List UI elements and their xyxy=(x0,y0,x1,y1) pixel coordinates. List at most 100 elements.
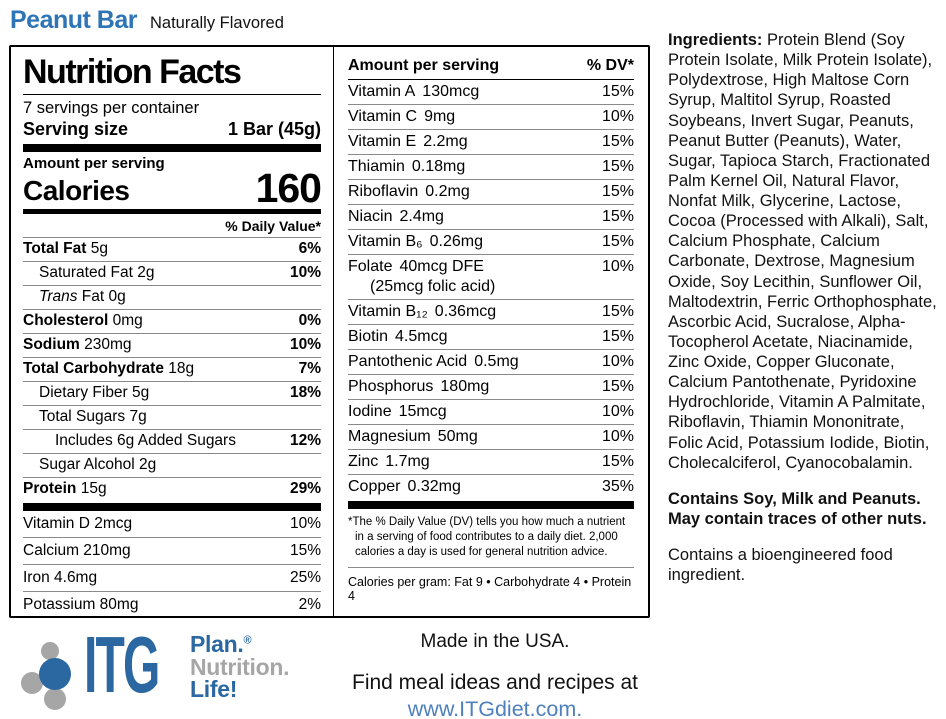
vitamins-column: Amount per serving % DV* Vitamin A 130mcg… xyxy=(334,47,648,616)
tagline-nutrition: Nutrition. xyxy=(190,653,290,680)
vitamin-dv: 15% xyxy=(601,183,634,200)
vitamin-dv: 10% xyxy=(601,403,634,420)
vitamin-dv: 15% xyxy=(601,328,634,345)
vitamin-name: Copper 0.32mg xyxy=(348,478,461,495)
nutrient-row: Total Fat 5g 6% xyxy=(23,236,321,261)
nutrient-name: Sugar Alcohol 2g xyxy=(39,456,157,474)
nutrient-row: Trans Fat 0g xyxy=(23,284,321,309)
vitamin-name: Thiamin 0.18mg xyxy=(348,158,466,175)
nutrient-name: Protein 15g xyxy=(23,480,107,498)
bioengineered-statement: Contains a bioengineered food ingredient… xyxy=(668,546,893,585)
vitamin-name: Vitamin C 9mg xyxy=(348,108,456,125)
serving-size-value: 1 Bar (45g) xyxy=(227,118,321,139)
vitamin-dv: 10% xyxy=(601,258,634,275)
micronutrient-name: Calcium 210mg xyxy=(23,541,131,559)
vitamin-dv: 10% xyxy=(601,428,634,445)
itg-tagline: Plan.® Nutrition. Life! xyxy=(190,631,290,701)
nutrient-row: Includes 6g Added Sugars 12% xyxy=(23,428,321,453)
product-header: Peanut Bar Naturally Flavored xyxy=(10,6,284,35)
vitamin-name: Vitamin B₆ 0.26mg xyxy=(348,233,484,250)
micronutrient-dv: 10% xyxy=(289,514,321,532)
nutrient-dv: 6% xyxy=(298,240,321,258)
nutrient-row: Protein 15g 29% xyxy=(23,476,321,501)
nutrition-facts-main-column: Nutrition Facts 7 servings per container… xyxy=(11,47,333,616)
nutrient-dv: 12% xyxy=(289,432,321,450)
vitamin-dv: 15% xyxy=(601,378,634,395)
nutrition-facts-panel: Nutrition Facts 7 servings per container… xyxy=(9,45,650,618)
vitamin-dv: 15% xyxy=(601,158,634,175)
micronutrient-row: Calcium 210mg 15% xyxy=(23,536,321,564)
vitamin-name: Pantothenic Acid 0.5mg xyxy=(348,353,519,370)
nutrient-row: Saturated Fat 2g 10% xyxy=(23,260,321,285)
vitamin-row: Vitamin A 130mcg 15% xyxy=(348,80,634,105)
vitamin-dv: 15% xyxy=(601,233,634,250)
calories-label: Calories xyxy=(23,174,130,206)
tagline-plan: Plan.® xyxy=(190,631,252,657)
vitamin-dv: 15% xyxy=(601,453,634,470)
servings-per-container: 7 servings per container xyxy=(23,98,200,117)
vitamin-name: Iodine 15mcg xyxy=(348,403,447,420)
nutrient-row: Cholesterol 0mg 0% xyxy=(23,308,321,333)
nutrient-dv: 29% xyxy=(289,480,321,498)
website-link[interactable]: www.ITGdiet.com. xyxy=(407,697,583,719)
vitamin-dv: 35% xyxy=(601,478,634,495)
nutrient-name: Sodium 230mg xyxy=(23,336,132,354)
amount-per-serving-label: Amount per serving xyxy=(23,154,165,172)
ingredients-column: Ingredients: Protein Blend (Soy Protein … xyxy=(668,30,942,585)
vitamin-dv: 10% xyxy=(601,353,634,370)
daily-value-footnote: *The % Daily Value (DV) tells you how mu… xyxy=(348,516,626,558)
vitamin-row: Vitamin C 9mg 10% xyxy=(348,105,634,130)
find-meals-text: Find meal ideas and recipes at xyxy=(352,671,638,694)
vitamin-row: Copper 0.32mg 35% xyxy=(348,475,634,499)
micronutrient-name: Vitamin D 2mcg xyxy=(23,514,133,532)
vitamin-name: Biotin 4.5mcg xyxy=(348,328,448,345)
micronutrient-dv: 15% xyxy=(289,541,321,559)
nutrient-dv: 10% xyxy=(289,264,321,282)
nutrient-row: Total Carbohydrate 18g 7% xyxy=(23,356,321,381)
vitamin-dv: 15% xyxy=(601,303,634,320)
divider-bar xyxy=(23,502,321,511)
vitamin-name: Riboflavin 0.2mg xyxy=(348,183,470,200)
micronutrient-name: Iron 4.6mg xyxy=(23,568,98,586)
vitamin-name: Vitamin A 130mcg xyxy=(348,83,480,100)
ingredients-label: Ingredients: xyxy=(668,31,763,49)
vitamin-row: Phosphorus 180mg 15% xyxy=(348,375,634,400)
allergen-statement: Contains Soy, Milk and Peanuts. May cont… xyxy=(668,489,927,528)
vitamin-row: Vitamin B₆ 0.26mg 15% xyxy=(348,230,634,255)
vitamin-name: Vitamin B₁₂ 0.36mcg xyxy=(348,303,497,320)
vitamin-dv: 10% xyxy=(601,108,634,125)
registered-mark: ® xyxy=(243,634,252,647)
vitamin-dv: 15% xyxy=(601,208,634,225)
made-in-usa: Made in the USA. xyxy=(420,631,570,652)
nutrient-name: Total Carbohydrate 18g xyxy=(23,360,195,378)
nutrient-dv: 18% xyxy=(289,384,321,402)
vitamin-name: Zinc 1.7mg xyxy=(348,453,430,470)
nutrient-row: Total Sugars 7g xyxy=(23,404,321,429)
calories-value: 160 xyxy=(255,164,322,211)
nutrient-row: Sugar Alcohol 2g xyxy=(23,452,321,477)
nutrient-dv: 0% xyxy=(298,312,321,330)
nutrient-name: Cholesterol 0mg xyxy=(23,312,143,330)
vitamin-row: Thiamin 0.18mg 15% xyxy=(348,155,634,180)
divider-bar xyxy=(348,501,634,509)
nutrient-name: Total Sugars 7g xyxy=(39,408,147,426)
vitamin-name: Folate 40mcg DFE xyxy=(348,258,484,275)
micronutrient-dv: 25% xyxy=(289,568,321,586)
vitamin-row: Biotin 4.5mcg 15% xyxy=(348,325,634,350)
vitamin-name: Niacin 2.4mg xyxy=(348,208,444,225)
product-subtitle: Naturally Flavored xyxy=(149,14,284,32)
vitamin-row: Iodine 15mcg 10% xyxy=(348,400,634,425)
calories-row: Calories 160 xyxy=(23,164,322,211)
vitamin-row: Pantothenic Acid 0.5mg 10% xyxy=(348,350,634,375)
micronutrient-name: Potassium 80mg xyxy=(23,595,139,613)
molecule-icon xyxy=(21,642,71,710)
vitamin-dv: 15% xyxy=(601,133,634,150)
vitamin-subline: (25mcg folic acid) xyxy=(370,278,496,295)
nutrient-name: Total Fat 5g xyxy=(23,240,108,258)
nutrition-facts-title: Nutrition Facts xyxy=(23,54,321,95)
nutrient-dv: 7% xyxy=(298,360,321,378)
calories-per-gram: Calories per gram: Fat 9 • Carbohydrate … xyxy=(348,566,634,603)
daily-value-header: % Daily Value* xyxy=(225,217,321,234)
nutrient-name: Trans Fat 0g xyxy=(39,288,126,306)
